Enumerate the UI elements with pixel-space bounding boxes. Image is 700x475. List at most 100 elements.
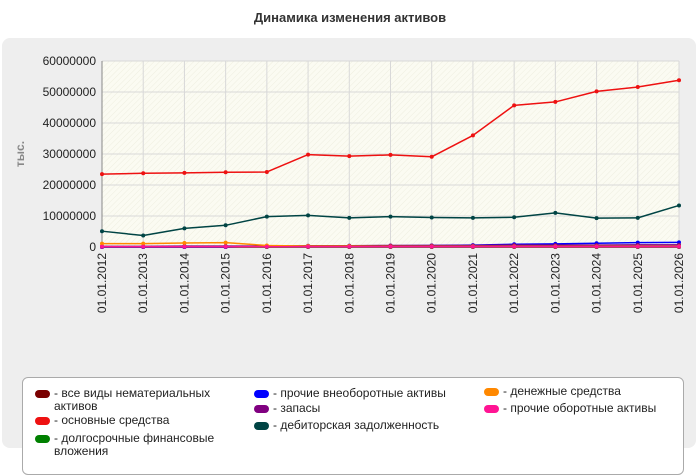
series-5-point [347, 215, 352, 220]
series-1-point [223, 170, 228, 175]
series-7-point [594, 244, 599, 249]
series-6-point [141, 241, 146, 246]
series-7-point [306, 244, 311, 249]
series-1-point [182, 170, 187, 175]
legend-item: - долгосрочные финансовые вложения [35, 432, 245, 458]
legend-swatch [254, 422, 269, 430]
series-7-point [553, 244, 558, 249]
series-7-point [347, 244, 352, 249]
series-5-point [470, 215, 475, 220]
legend-item: - все виды нематериальных активов [35, 387, 245, 413]
y-axis-label: тыс. [13, 141, 27, 167]
x-tick-label: 01.01.2018 [342, 253, 356, 313]
series-5-point [223, 223, 228, 228]
legend-item: - прочие оборотные активы [484, 402, 700, 415]
series-7-point [141, 244, 146, 249]
series-5-point [635, 215, 640, 220]
series-5-point [388, 214, 393, 219]
y-tick-label: 50000000 [43, 85, 97, 99]
series-7-point [470, 244, 475, 249]
x-tick-label: 01.01.2023 [548, 253, 562, 313]
series-1-point [347, 154, 352, 159]
x-tick-label: 01.01.2013 [136, 253, 150, 313]
series-5-point [429, 215, 434, 220]
x-tick-label: 01.01.2012 [95, 253, 109, 313]
series-7-point [677, 244, 681, 249]
series-1-point [470, 133, 475, 138]
x-tick-label: 01.01.2020 [425, 253, 439, 313]
series-5-point [182, 226, 187, 231]
y-tick-label: 20000000 [43, 178, 97, 192]
series-7-point [182, 244, 187, 249]
series-1-point [141, 171, 146, 176]
y-tick-label: 0 [89, 240, 96, 254]
series-1-point [677, 78, 681, 83]
series-7-point [264, 244, 269, 249]
chart-title: Динамика изменения активов [253, 10, 447, 25]
x-tick-label: 01.01.2022 [507, 253, 521, 313]
series-5-point [512, 215, 517, 220]
x-tick-label: 01.01.2025 [631, 253, 645, 313]
series-1-point [635, 85, 640, 90]
x-tick-label: 01.01.2014 [177, 253, 191, 313]
legend-item: - дебиторская задолженность [254, 419, 479, 432]
legend-label: - прочие внеоборотные активы [273, 386, 446, 400]
legend-label: - денежные средства [503, 384, 621, 398]
series-5-point [264, 214, 269, 219]
chart-plot: 0 10000000 20000000 30000000 40000000 5000000… [13, 54, 686, 313]
series-5-point [306, 213, 311, 218]
legend-swatch [254, 390, 269, 398]
x-tick-label: 01.01.2021 [466, 253, 480, 313]
legend-swatch [35, 417, 50, 425]
series-7-point [429, 244, 434, 249]
legend-label: - основные средства [54, 413, 170, 427]
series-7-point [100, 244, 104, 249]
series-1-point [429, 154, 434, 159]
series-6-point [223, 240, 228, 245]
x-tick-label: 01.01.2019 [384, 253, 398, 313]
legend-label: - дебиторская задолженность [273, 418, 440, 432]
legend-swatch [484, 388, 499, 396]
legend-label: - все виды нематериальных активов [54, 386, 211, 413]
series-1-point [594, 89, 599, 94]
legend-label: - долгосрочные финансовые вложения [54, 431, 215, 458]
series-1-point [512, 103, 517, 108]
chart-legend: - все виды нематериальных активов - основ… [22, 377, 684, 475]
series-1-point [388, 152, 393, 157]
x-tick-label: 01.01.2016 [260, 253, 274, 313]
series-7-point [388, 244, 393, 249]
y-tick-label: 60000000 [43, 54, 97, 68]
series-5-point [594, 216, 599, 221]
series-1-point [264, 169, 269, 174]
series-5-point [141, 233, 146, 238]
legend-swatch [35, 390, 50, 398]
x-tick-label: 01.01.2026 [672, 253, 686, 313]
series-1-point [306, 152, 311, 157]
legend-label: - запасы [273, 401, 321, 415]
series-1-point [553, 99, 558, 104]
legend-item: - основные средства [35, 414, 245, 427]
series-1-point [100, 172, 104, 177]
x-tick-label: 01.01.2015 [219, 253, 233, 313]
series-5-point [677, 203, 681, 208]
series-6-point [100, 241, 104, 246]
legend-item: - денежные средства [484, 385, 700, 398]
y-tick-label: 40000000 [43, 116, 97, 130]
chart-panel: 0 10000000 20000000 30000000 40000000 5000000… [2, 38, 696, 475]
legend-swatch [254, 405, 269, 413]
legend-swatch [484, 405, 499, 413]
series-7-point [223, 244, 228, 249]
series-7-point [512, 244, 517, 249]
y-tick-label: 30000000 [43, 147, 97, 161]
legend-label: - прочие оборотные активы [503, 401, 657, 415]
legend-item: - запасы [254, 402, 479, 415]
series-5-point [553, 210, 558, 215]
x-tick-label: 01.01.2024 [590, 253, 604, 313]
legend-item: - прочие внеоборотные активы [254, 387, 479, 400]
series-7-point [635, 244, 640, 249]
x-tick-label: 01.01.2017 [301, 253, 315, 313]
series-5-point [100, 229, 104, 234]
y-tick-label: 10000000 [43, 209, 97, 223]
legend-swatch [35, 435, 50, 443]
series-6-point [182, 240, 187, 245]
